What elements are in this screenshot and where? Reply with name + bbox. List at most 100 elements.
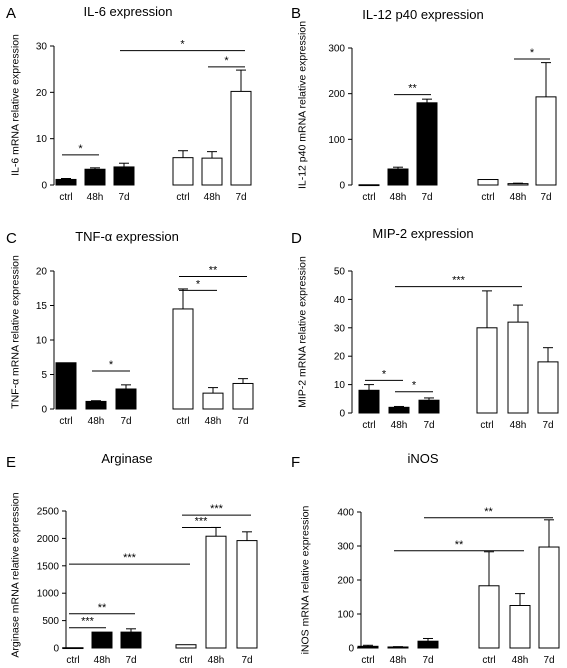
y-axis-label: TNF-α mRNA relative expression [9, 255, 21, 409]
bar [509, 605, 531, 649]
significance-label: * [180, 39, 185, 51]
significance-label: *** [452, 275, 466, 287]
y-axis-label: IL-12 p40 mRNA relative expression [296, 21, 308, 189]
bar [205, 535, 227, 649]
x-tick-label: ctrl [176, 416, 189, 427]
y-tick-label: 20 [36, 88, 48, 99]
chart-panel-e: E Arginase Arginase mRNA relative expressi… [6, 451, 258, 666]
y-tick-label: 0 [339, 409, 345, 420]
bar [201, 157, 223, 186]
bar [120, 631, 142, 649]
y-tick-label: 0 [41, 405, 47, 416]
y-tick-label: 1500 [37, 561, 60, 572]
x-tick-label: 48h [510, 192, 527, 203]
bar [358, 389, 380, 414]
y-tick-label: 200 [328, 89, 345, 100]
bar [175, 644, 197, 649]
y-tick-label: 10 [334, 380, 346, 391]
significance-label: *** [195, 515, 209, 527]
x-tick-label: 48h [390, 655, 407, 666]
x-tick-label: 48h [510, 420, 527, 431]
x-tick-label: 7d [540, 192, 551, 203]
bar [387, 168, 409, 186]
y-tick-label: 50 [334, 267, 346, 278]
x-tick-label: ctrl [179, 655, 192, 666]
panel-letter: F [291, 454, 300, 471]
bar [55, 362, 77, 410]
significance-label: ** [484, 506, 493, 518]
significance-label: *** [210, 503, 224, 515]
significance-label: ** [408, 83, 417, 95]
x-tick-label: ctrl [481, 192, 494, 203]
x-tick-label: ctrl [482, 655, 495, 666]
bar [507, 183, 529, 186]
y-tick-label: 300 [328, 44, 345, 55]
y-tick-label: 2500 [37, 507, 60, 518]
significance-label: * [109, 359, 114, 371]
x-tick-label: ctrl [362, 420, 375, 431]
bar [477, 179, 499, 186]
chart-panel-d: D MIP-2 expression MIP-2 mRNA relative exp… [291, 226, 559, 431]
x-tick-label: 7d [543, 655, 554, 666]
bar [202, 392, 224, 410]
y-tick-label: 0 [339, 181, 345, 192]
x-tick-label: 48h [88, 416, 105, 427]
x-tick-label: 7d [235, 192, 246, 203]
bar [172, 157, 194, 186]
x-tick-label: 48h [87, 192, 104, 203]
chart-title: MIP-2 expression [372, 226, 473, 241]
x-tick-label: ctrl [59, 416, 72, 427]
bar [478, 585, 500, 649]
chart-title: IL-12 p40 expression [362, 7, 483, 22]
bar [172, 308, 194, 410]
panel-letter: C [6, 230, 17, 247]
bar [55, 178, 77, 186]
y-axis-label: iNOS mRNA relative expression [299, 505, 311, 654]
y-tick-label: 200 [337, 576, 354, 587]
x-tick-label: 48h [512, 655, 529, 666]
y-axis-label: MIP-2 mRNA relative expression [296, 256, 308, 408]
y-tick-label: 100 [337, 610, 354, 621]
x-tick-label: 7d [125, 655, 136, 666]
chart-title: TNF-α expression [75, 229, 179, 244]
x-tick-label: ctrl [59, 192, 72, 203]
bar [416, 102, 438, 186]
bar [535, 96, 557, 186]
y-tick-label: 15 [36, 301, 48, 312]
y-tick-label: 0 [53, 644, 59, 655]
chart-title: Arginase [101, 451, 152, 466]
y-tick-label: 100 [328, 135, 345, 146]
y-tick-label: 40 [334, 295, 346, 306]
x-tick-label: 7d [241, 655, 252, 666]
y-tick-label: 300 [337, 542, 354, 553]
x-tick-label: ctrl [362, 192, 375, 203]
bar [388, 406, 410, 414]
y-axis-label: IL-6 mRNA relative expression [9, 34, 21, 176]
bar [537, 361, 559, 414]
y-tick-label: 30 [334, 323, 346, 334]
x-tick-label: 48h [390, 192, 407, 203]
x-tick-label: 7d [237, 416, 248, 427]
bar [85, 400, 107, 410]
x-tick-label: ctrl [480, 420, 493, 431]
x-tick-label: ctrl [66, 655, 79, 666]
y-axis-label: Arginase mRNA relative expression [9, 492, 21, 657]
x-tick-label: 48h [204, 192, 221, 203]
chart-panel-c: C TNF-α expression TNF-α mRNA relative exp… [6, 229, 254, 427]
chart-panel-a: A IL-6 expression IL-6 mRNA relative expre… [6, 4, 252, 203]
x-tick-label: 7d [118, 192, 129, 203]
significance-label: * [196, 278, 201, 290]
x-tick-label: 48h [205, 416, 222, 427]
y-tick-label: 0 [348, 644, 354, 655]
y-tick-label: 30 [36, 42, 48, 53]
chart-title: IL-6 expression [84, 4, 173, 19]
chart-panel-b: B IL-12 p40 expression IL-12 p40 mRNA rela… [291, 5, 557, 203]
bar [507, 321, 529, 414]
x-tick-label: 48h [391, 420, 408, 431]
x-tick-label: 48h [208, 655, 225, 666]
panel-letter: B [291, 5, 301, 22]
x-tick-label: 7d [422, 655, 433, 666]
bar [113, 166, 135, 186]
x-tick-label: 7d [542, 420, 553, 431]
y-tick-label: 10 [36, 134, 48, 145]
